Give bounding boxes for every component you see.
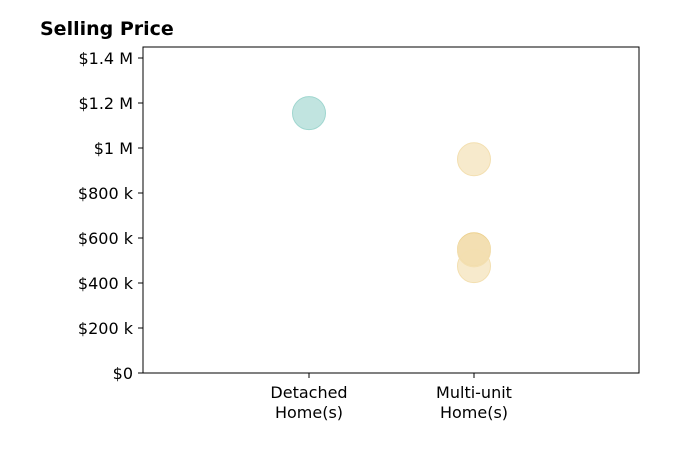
y-tick-label: $0 [113,364,133,383]
plot-area [142,46,640,374]
y-tick-label: $400 k [78,274,134,293]
y-tick-label: $200 k [78,319,134,338]
x-tick-label-line: Detached [270,383,347,402]
x-tick-label-line: Multi-unit [436,383,512,402]
y-tick-label: $1 M [94,139,133,158]
y-tick-label: $800 k [78,184,134,203]
x-tick-label: Detached Home(s) [270,383,347,422]
data-point [457,249,491,284]
x-tick-label-line: Home(s) [440,403,508,422]
data-point [457,142,491,177]
y-axis: $0 $200 k $400 k $600 k $800 k $1 M $1.2 M $1.4… [78,49,143,383]
data-points [292,96,491,284]
x-tick-label-line: Home(s) [275,403,343,422]
x-axis: Detached Home(s)Multi-unit Home(s) [270,373,512,422]
chart-title: Selling Price [40,18,174,40]
y-tick-label: $600 k [78,229,134,248]
y-tick-label: $1.2 M [78,94,133,113]
x-tick-label: Multi-unit Home(s) [436,383,512,422]
y-tick-label: $1.4 M [78,49,133,68]
plot-frame [142,46,640,374]
data-point [292,96,326,131]
